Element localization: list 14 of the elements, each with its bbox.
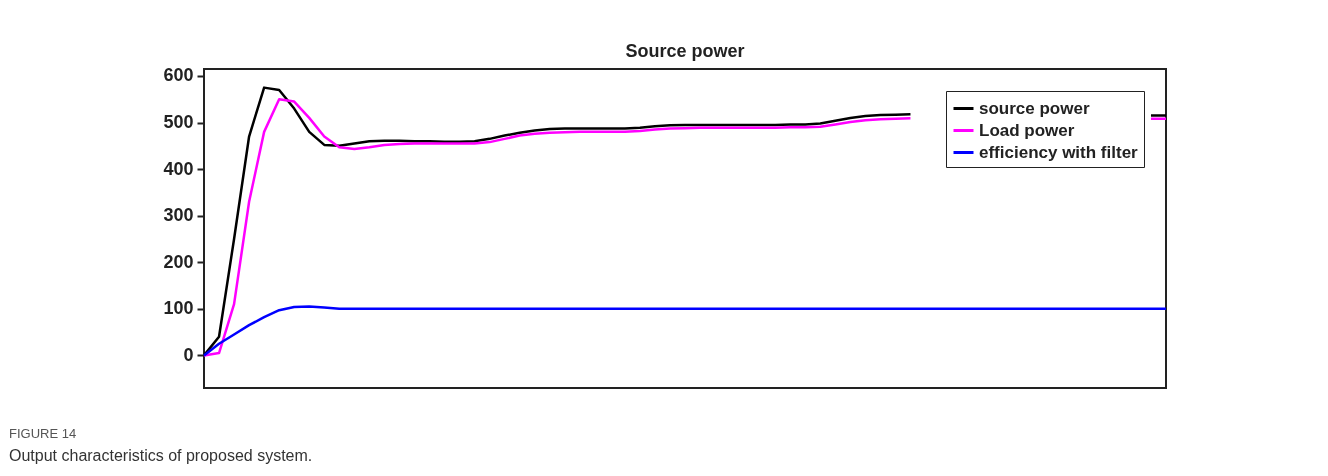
- caption: FIGURE 14: [9, 426, 77, 441]
- y-tick-label: 300: [163, 205, 194, 226]
- line-series: [202, 305, 1168, 357]
- legend-label: efficiency with filter: [979, 142, 1139, 162]
- legend-label: Load power: [979, 120, 1075, 140]
- text: Output characteristics of proposed system.: [9, 447, 313, 464]
- legend-label: source power: [979, 98, 1090, 118]
- y-tick-label: 200: [163, 251, 194, 272]
- chart-title: Source power: [625, 40, 745, 61]
- y-tick-label: 100: [163, 298, 194, 319]
- y-tick-label: 0: [183, 344, 194, 365]
- y-tick-label: 500: [163, 112, 194, 133]
- y-tick-label: 400: [163, 158, 194, 179]
- y-tick-label: 600: [163, 65, 194, 86]
